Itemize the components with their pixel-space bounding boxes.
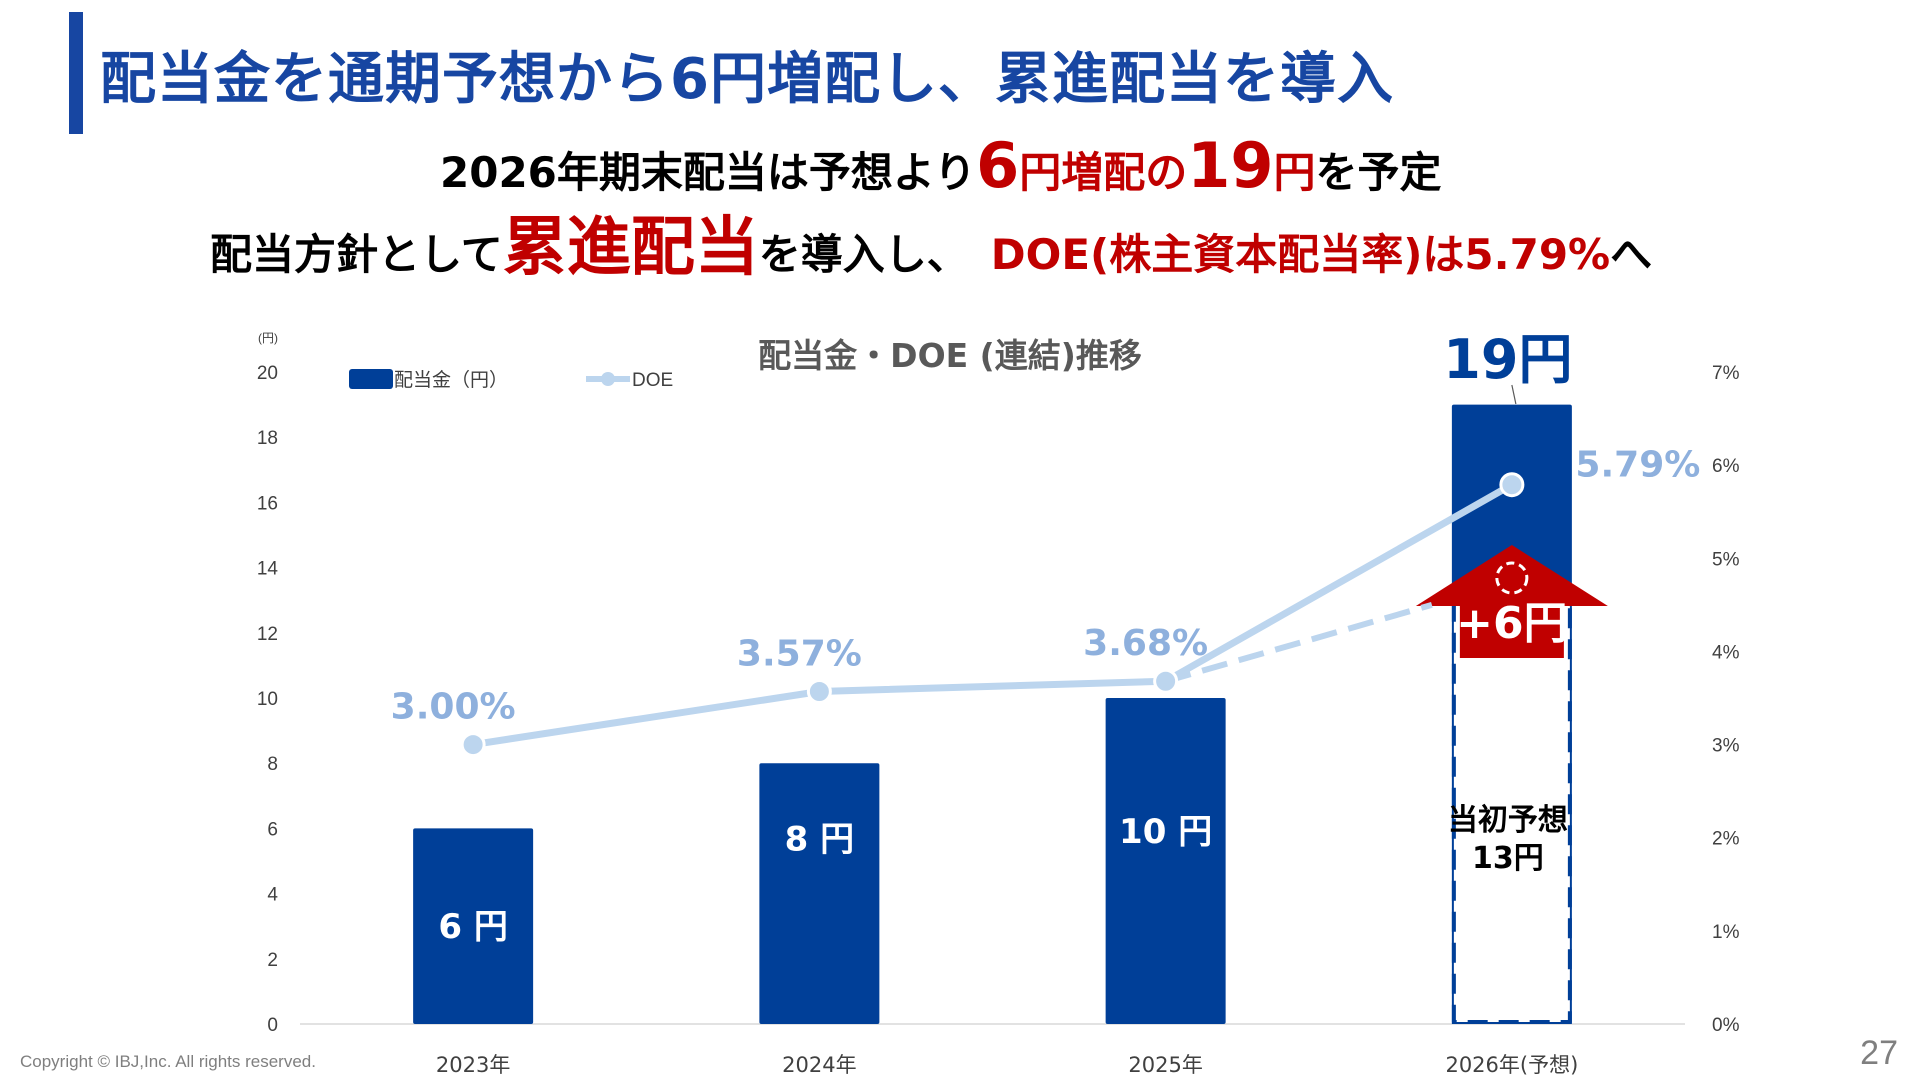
bar-2024年 — [759, 763, 880, 1024]
legend-bar-swatch — [349, 369, 393, 389]
subtitle-2-doe: DOE(株主資本配当率)は5.79% — [990, 230, 1611, 279]
legend-bar-label: 配当金（円） — [394, 369, 508, 391]
y2-tick-label: 6% — [1712, 456, 1740, 477]
y-tick-label: 2 — [267, 950, 278, 971]
doe-marker-2023年 — [460, 732, 486, 758]
y-tick-label: 0 — [267, 1015, 278, 1036]
doe-line — [472, 481, 1514, 749]
doe-label: 5.79% — [1575, 445, 1700, 486]
y2-tick-label: 5% — [1712, 549, 1740, 570]
doe-forecast-dashed-line — [1164, 601, 1433, 685]
y-tick-label: 16 — [257, 493, 278, 514]
subtitle-1-unit1: 円増配の — [1019, 148, 1188, 197]
doe-marker-2025年 — [1153, 668, 1179, 694]
chart-title: 配当金・DOE (連結)推移 — [758, 336, 1142, 375]
y-tick-label: 10 — [257, 689, 278, 710]
y2-tick-label: 2% — [1712, 829, 1740, 850]
bar-value-label: 6 円 — [438, 907, 508, 947]
x-category-label: 2026年(予想) — [1445, 1053, 1578, 1077]
subtitle-1-num2: 19 — [1187, 129, 1274, 202]
subtitle-2-highlight: 累進配当 — [502, 211, 759, 285]
y-tick-label: 20 — [257, 363, 278, 384]
y-tick-label: 4 — [267, 885, 278, 906]
y2-tick-label: 3% — [1712, 736, 1740, 757]
subtitle-line-2: 配当方針として累進配当を導入し、 DOE(株主資本配当率)は5.79%へ — [210, 210, 1652, 293]
subtitle-1-suffix: を予定 — [1315, 148, 1442, 197]
subtitle-1-prefix: 2026年期末配当は予想より — [440, 148, 977, 197]
bar-value-label: 10 円 — [1119, 812, 1212, 852]
initial-forecast-label-1: 当初予想 — [1448, 803, 1568, 838]
doe-label: 3.57% — [737, 633, 862, 674]
initial-forecast-outline — [1451, 598, 1572, 1024]
title-accent-bar — [69, 12, 83, 134]
page-title: 配当金を通期予想から6円増配し、累進配当を導入 — [100, 47, 1394, 112]
y-axis-unit: (円) — [258, 331, 278, 345]
doe-marker-2024年 — [806, 678, 832, 704]
legend-line-marker — [601, 372, 615, 386]
y2-tick-label: 4% — [1712, 642, 1740, 663]
doe-initial-marker — [1495, 561, 1529, 595]
y-tick-label: 14 — [257, 559, 279, 580]
y-tick-label: 8 — [267, 754, 278, 775]
increase-label: +6円 — [1456, 598, 1567, 649]
copyright-text: Copyright © IBJ,Inc. All rights reserved… — [20, 1052, 316, 1071]
doe-label: 3.00% — [391, 687, 516, 728]
y2-tick-label: 7% — [1712, 363, 1740, 384]
subtitle-1-num1: 6 — [976, 129, 1020, 202]
initial-forecast-label-2: 13円 — [1472, 841, 1544, 876]
doe-label: 3.68% — [1083, 623, 1208, 664]
x-category-label: 2025年 — [1128, 1053, 1202, 1077]
y-tick-label: 18 — [257, 428, 278, 449]
bar-value-label: 19円 — [1443, 328, 1572, 391]
y-tick-label: 12 — [257, 624, 278, 645]
subtitle-2-prefix: 配当方針として — [210, 230, 503, 279]
subtitle-2-mid: を導入し、 — [758, 230, 969, 279]
legend-line-label: DOE — [632, 370, 673, 391]
y2-tick-label: 0% — [1712, 1015, 1740, 1036]
y-tick-label: 6 — [267, 819, 278, 840]
bar-value-leader — [1511, 384, 1517, 405]
x-category-label: 2024年 — [782, 1053, 856, 1077]
increase-arrow — [1415, 545, 1608, 658]
x-category-label: 2023年 — [436, 1053, 510, 1077]
subtitle-2-suffix: へ — [1610, 230, 1653, 279]
doe-marker-2026年(予想) — [1499, 472, 1525, 498]
page-number: 27 — [1860, 1034, 1898, 1072]
bar-value-label: 8 円 — [785, 820, 855, 860]
subtitle-1-unit2: 円 — [1273, 148, 1316, 197]
bar-2025年 — [1105, 698, 1226, 1024]
subtitle-line-1: 2026年期末配当は予想より6円増配の19円を予定 — [440, 128, 1442, 211]
y2-tick-label: 1% — [1712, 922, 1740, 943]
bar-2023年 — [413, 828, 534, 1024]
